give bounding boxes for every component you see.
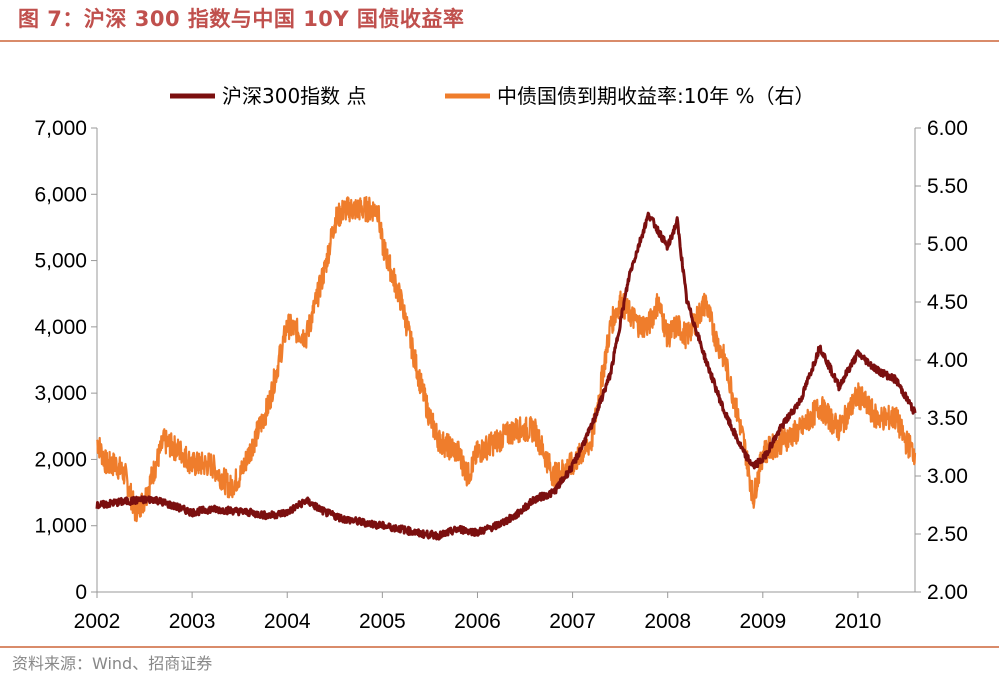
left-tick-label: 1,000 <box>34 515 87 538</box>
right-tick-label: 2.50 <box>927 523 968 546</box>
x-tick-label: 2010 <box>835 610 882 633</box>
left-tick-label: 2,000 <box>34 448 87 471</box>
chart-title: 图 7：沪深 300 指数与中国 10Y 国债收益率 <box>18 7 465 31</box>
left-tick-label: 5,000 <box>34 250 87 273</box>
legend-label-csi300: 沪深300指数 点 <box>222 84 367 108</box>
x-tick-label: 2006 <box>454 610 501 633</box>
x-tick-label: 2003 <box>169 610 216 633</box>
left-tick-label: 3,000 <box>34 382 87 405</box>
right-tick-label: 5.50 <box>927 175 968 198</box>
x-tick-label: 2005 <box>359 610 406 633</box>
csi300-line <box>95 211 917 541</box>
right-tick-label: 3.00 <box>927 465 968 488</box>
source-note: 资料来源：Wind、招商证券 <box>12 654 213 673</box>
left-tick-label: 7,000 <box>34 117 87 140</box>
left-tick-label: 4,000 <box>34 316 87 339</box>
x-tick-label: 2004 <box>264 610 311 633</box>
left-tick-label: 0 <box>75 581 87 604</box>
right-tick-label: 4.50 <box>927 291 968 314</box>
right-tick-label: 6.00 <box>927 117 968 140</box>
x-tick-label: 2008 <box>644 610 691 633</box>
x-tick-label: 2007 <box>549 610 596 633</box>
bond-yield-line <box>96 196 917 523</box>
left-tick-label: 6,000 <box>34 183 87 206</box>
x-tick-label: 2002 <box>74 610 121 633</box>
right-tick-label: 2.00 <box>927 581 968 604</box>
legend-label-bond: 中债国债到期收益率:10年 %（右） <box>497 84 815 108</box>
dual-axis-line-chart: 0 1,000 2,000 3,000 4,000 5,000 6,000 7,000 2.00… <box>34 84 968 633</box>
right-tick-label: 4.00 <box>927 349 968 372</box>
source-divider <box>0 646 999 648</box>
title-divider <box>0 40 999 42</box>
right-tick-label: 5.00 <box>927 233 968 256</box>
x-tick-label: 2009 <box>739 610 786 633</box>
right-tick-label: 3.50 <box>927 407 968 430</box>
